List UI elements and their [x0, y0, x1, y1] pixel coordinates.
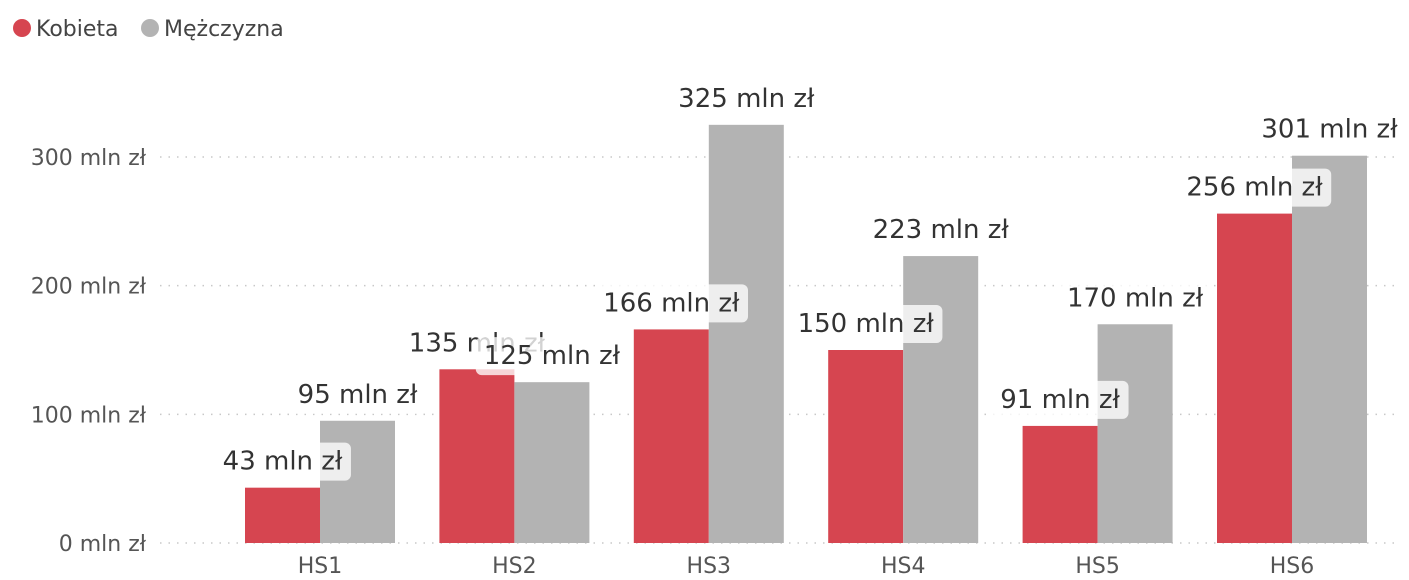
bar-mczyzna-hs5	[1097, 324, 1173, 543]
data-label-background	[1178, 168, 1332, 207]
data-label-background	[670, 79, 824, 118]
x-tick-label: HS6	[1270, 554, 1315, 579]
bar-kobieta-hs2	[439, 369, 515, 543]
data-label-group: 125 mln zł	[475, 337, 629, 376]
data-label-group: 256 mln zł	[1178, 168, 1332, 207]
data-label-group: 43 mln zł	[214, 442, 351, 481]
y-tick-label: 0 mln zł	[59, 532, 147, 557]
data-label-background	[475, 337, 629, 376]
bar-mczyzna-hs1	[320, 420, 395, 543]
data-label-background	[289, 375, 426, 414]
bar-kobieta-hs1	[245, 487, 320, 543]
data-label-background	[595, 284, 749, 323]
y-tick-label: 100 mln zł	[31, 403, 147, 428]
data-label: 125 mln zł	[484, 341, 621, 371]
data-label-background	[214, 442, 351, 481]
data-label-group: 170 mln zł	[1058, 279, 1212, 318]
data-label-background	[1058, 279, 1212, 318]
data-label-group: 91 mln zł	[992, 380, 1129, 419]
bar-mczyzna-hs6	[1292, 155, 1367, 544]
legend: Kobieta Mężczyzna	[13, 17, 284, 42]
bar-mczyzna-hs3	[708, 124, 784, 543]
x-axis: HS1 HS2 HS3 HS4 HS5 HS6	[298, 554, 1315, 579]
data-label-group: 150 mln zł	[789, 305, 943, 343]
bar-kobieta-hs5	[1022, 425, 1098, 543]
data-label-background	[864, 211, 1018, 250]
data-label: 91 mln zł	[1000, 385, 1120, 415]
data-label: 256 mln zł	[1186, 173, 1323, 203]
x-tick-label: HS3	[687, 554, 732, 579]
y-tick-label: 200 mln zł	[31, 275, 147, 300]
bar-mczyzna-hs4	[903, 256, 979, 543]
bar-kobieta-hs6	[1217, 213, 1292, 543]
legend-marker-kobieta	[13, 19, 31, 37]
y-tick-label: 300 mln zł	[31, 146, 147, 171]
legend-marker-mezczyzna	[141, 19, 159, 37]
data-label: 166 mln zł	[603, 288, 740, 318]
legend-label-mezczyzna: Mężczyzna	[164, 17, 284, 42]
bars	[245, 124, 1367, 544]
legend-label-kobieta: Kobieta	[36, 17, 119, 42]
data-label-group: 95 mln zł	[289, 375, 426, 414]
data-label: 170 mln zł	[1067, 283, 1204, 313]
data-label: 95 mln zł	[298, 380, 418, 410]
data-label-group: 166 mln zł	[595, 284, 749, 323]
data-label-background	[992, 380, 1129, 419]
bar-mczyzna-hs2	[514, 382, 590, 543]
data-label-background	[789, 305, 943, 343]
data-label-background	[1253, 110, 1407, 149]
data-label: 223 mln zł	[873, 215, 1010, 245]
bar-kobieta-hs4	[828, 350, 904, 543]
data-label: 150 mln zł	[798, 309, 935, 339]
data-label-group: 301 mln zł	[1253, 110, 1407, 149]
x-tick-label: HS5	[1075, 554, 1120, 579]
bar-kobieta-hs3	[633, 329, 709, 543]
data-label-group: 325 mln zł	[670, 79, 824, 118]
x-tick-label: HS2	[492, 554, 537, 579]
x-tick-label: HS4	[881, 554, 926, 579]
data-label-group: 223 mln zł	[864, 211, 1018, 250]
data-label: 43 mln zł	[223, 447, 343, 477]
y-axis: 0 mln zł 100 mln zł 200 mln zł 300 mln zł	[31, 146, 147, 557]
x-tick-label: HS1	[298, 554, 343, 579]
data-label: 301 mln zł	[1261, 115, 1398, 145]
data-label: 325 mln zł	[678, 84, 815, 114]
